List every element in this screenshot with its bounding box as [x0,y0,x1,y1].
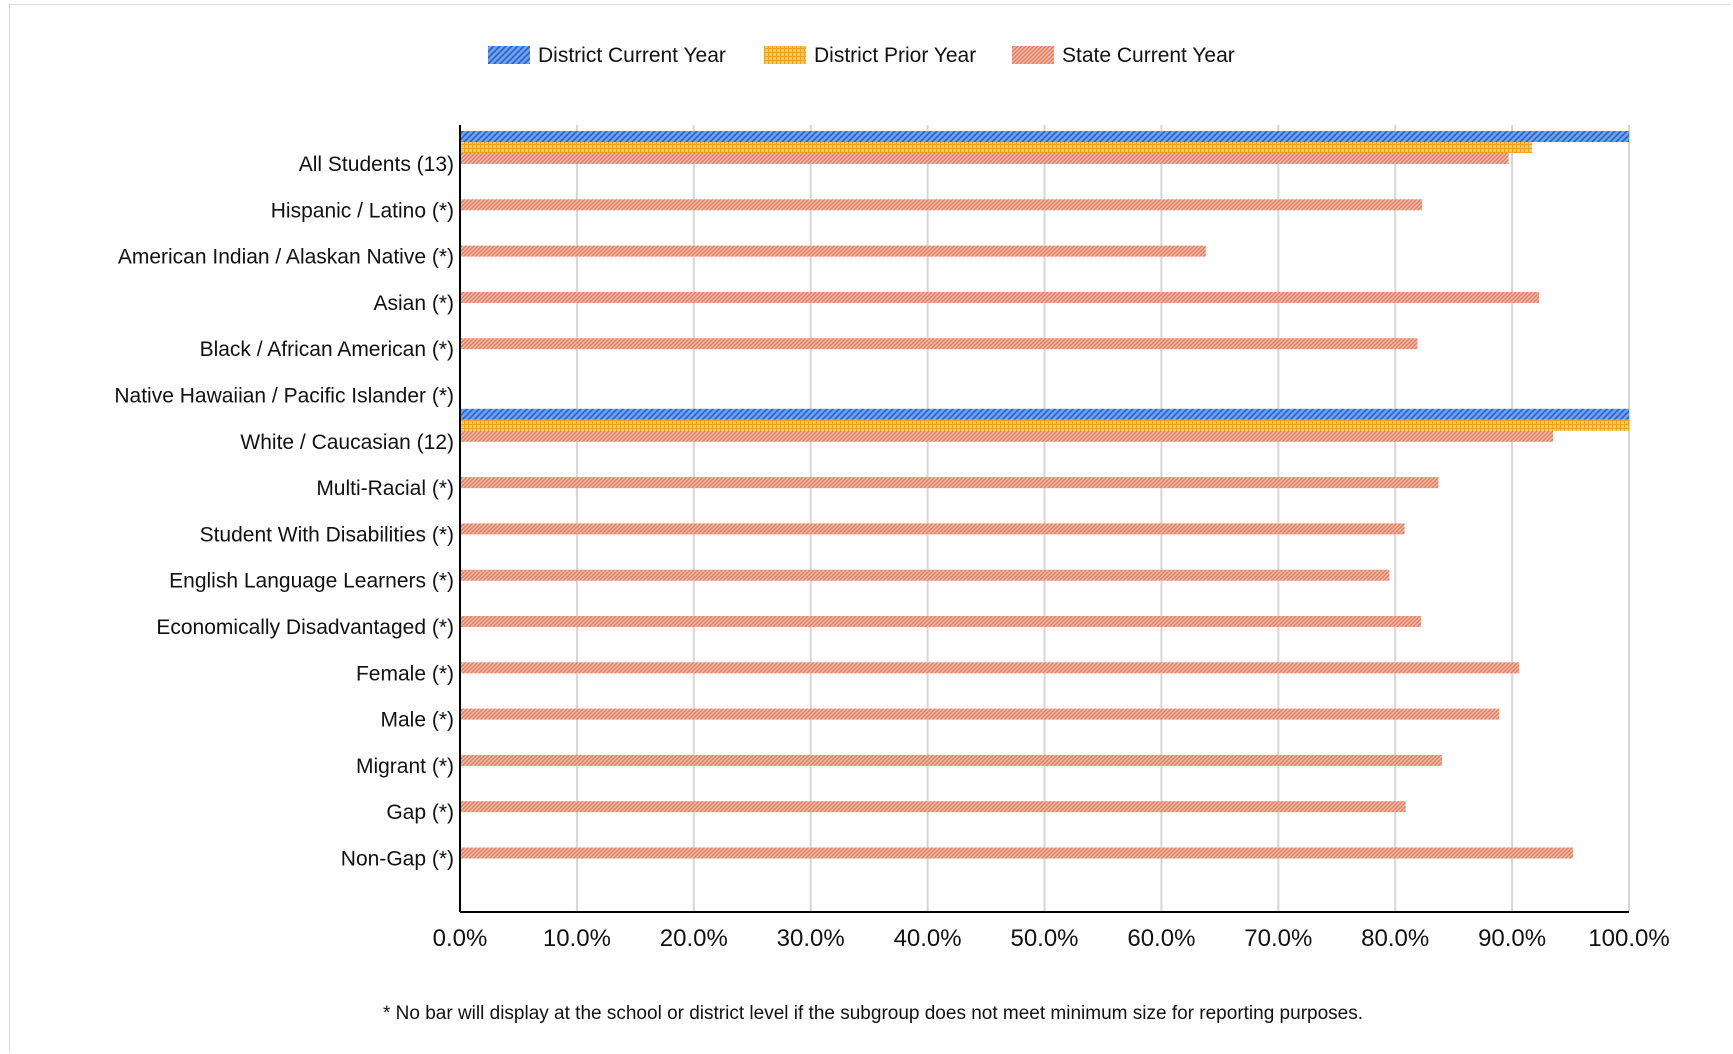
x-tick-label: 90.0% [1478,925,1546,952]
bar-state-current-year [461,523,1405,535]
x-tick-label: 0.0% [433,925,488,952]
category-label: Male (*) [380,709,454,732]
footnote: * No bar will display at the school or d… [383,1003,1363,1024]
x-tick-label: 100.0% [1588,925,1669,952]
bars [461,131,1629,859]
bar-state-current-year [461,801,1406,813]
legend-swatch-state-current-year [1012,46,1054,64]
x-tick-label: 70.0% [1244,925,1312,952]
x-tick-label: 80.0% [1361,925,1429,952]
x-tick-labels: 0.0% 10.0% 20.0% 30.0% 40.0% 50.0% 60.0% 70.0% 8… [433,925,1670,952]
chart-frame [9,4,1730,1051]
category-label: English Language Learners (*) [169,570,454,593]
bar-district-prior-year [461,419,1629,431]
legend-swatch-district-current-year [488,46,530,64]
category-label: Native Hawaiian / Pacific Islander (*) [114,385,454,408]
category-label: Non-Gap (*) [341,848,454,871]
legend-swatch-district-prior-year [764,46,806,64]
bar-state-current-year [461,291,1539,303]
bar-state-current-year [461,153,1509,164]
legend-label: District Prior Year [814,44,976,67]
bar-district-current-year [461,408,1629,420]
bar-state-current-year [461,708,1500,720]
bar-state-current-year [461,847,1573,859]
category-labels: All Students (13) Hispanic / Latino (*) Am… [114,153,454,871]
category-label: American Indian / Alaskan Native (*) [118,246,454,269]
bar-state-current-year [461,199,1423,211]
category-label: Migrant (*) [356,755,454,778]
axes [459,125,1629,913]
x-tick-label: 10.0% [543,925,611,952]
category-label: Female (*) [356,662,454,685]
x-tick-label: 60.0% [1127,925,1195,952]
x-tick-label: 40.0% [894,925,962,952]
x-tick-label: 50.0% [1010,925,1078,952]
bar-state-current-year [461,477,1439,489]
category-label: Economically Disadvantaged (*) [156,616,454,639]
legend-label: District Current Year [538,44,726,67]
category-label: All Students (13) [299,153,454,176]
category-label: Hispanic / Latino (*) [271,199,454,222]
x-tick-label: 30.0% [777,925,845,952]
bar-state-current-year [461,430,1554,442]
category-label: Multi-Racial (*) [316,477,454,500]
category-label: Asian (*) [373,292,454,315]
bar-district-current-year [461,131,1629,142]
category-label: Gap (*) [386,801,454,824]
category-label: Student With Disabilities (*) [200,523,454,546]
bar-state-current-year [461,338,1418,350]
category-label: Black / African American (*) [200,338,454,361]
bar-state-current-year [461,662,1520,674]
category-label: White / Caucasian (12) [240,431,454,454]
bar-state-current-year [461,754,1442,766]
gridlines [575,125,1630,912]
bar-state-current-year [461,569,1390,581]
bar-state-current-year [461,616,1421,627]
x-tick-label: 20.0% [660,925,728,952]
legend-label: State Current Year [1062,44,1235,67]
legend: District Current Year District Prior Year… [488,44,1235,67]
bar-state-current-year [461,245,1206,257]
bar-district-prior-year [461,142,1532,153]
